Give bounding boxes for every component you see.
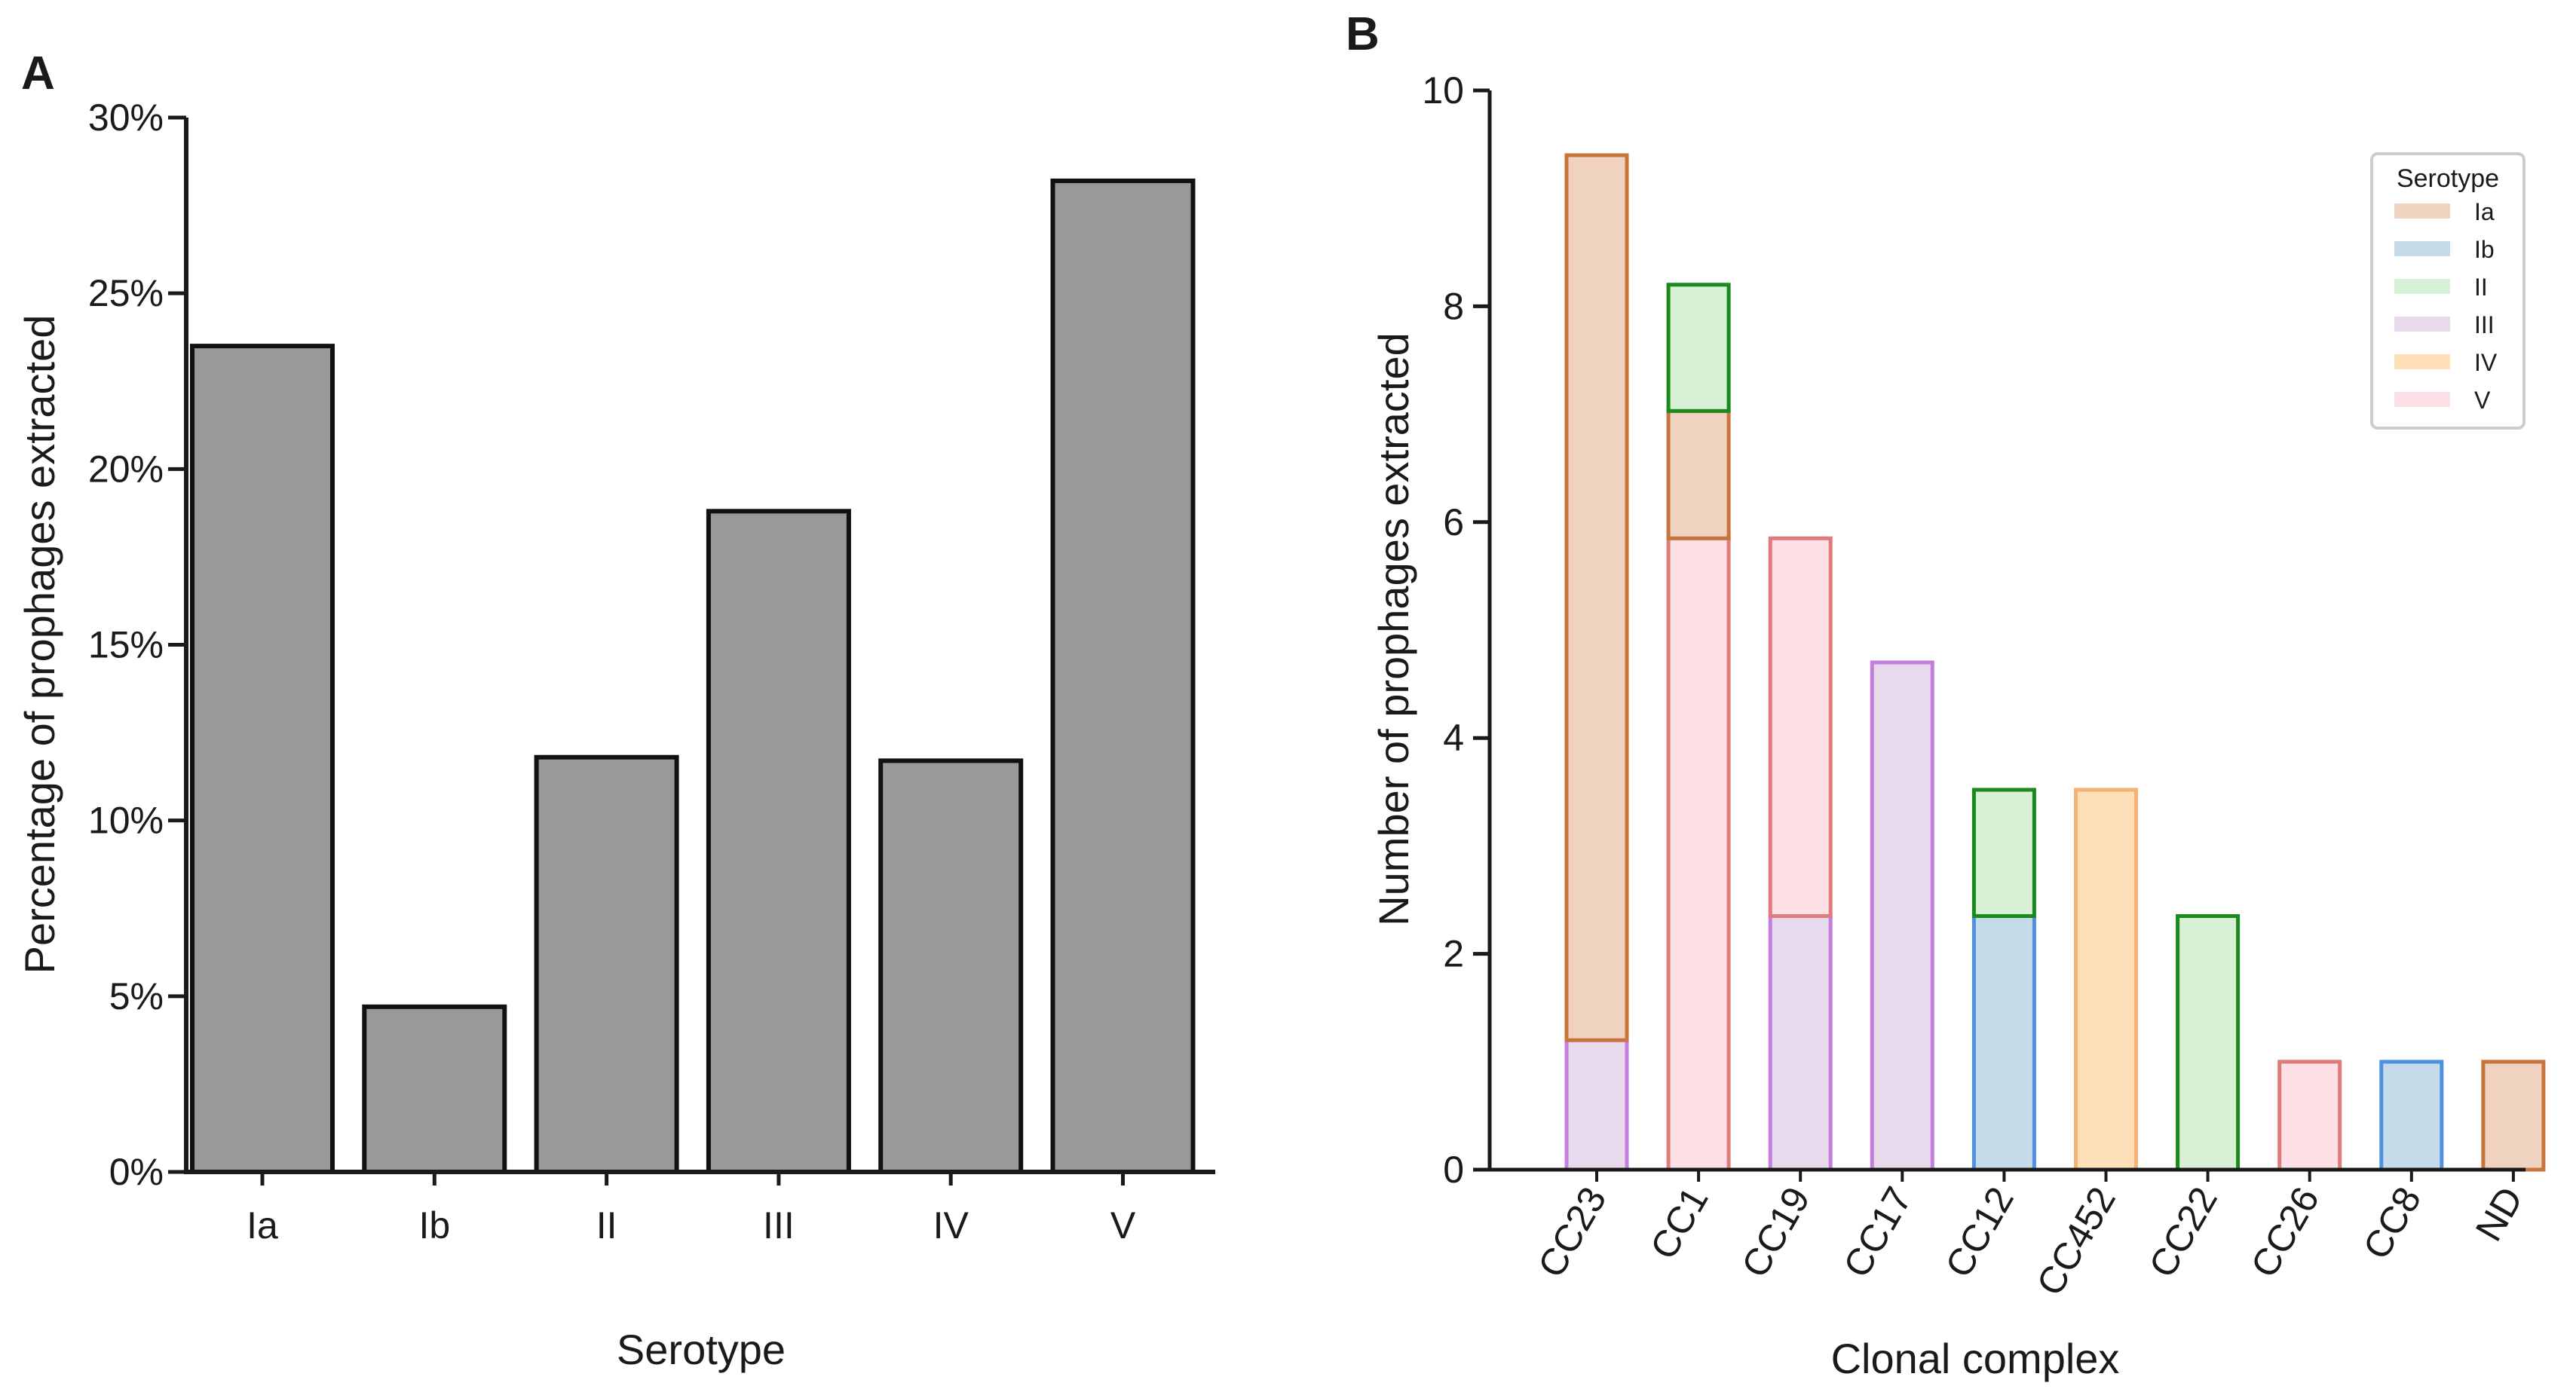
x-tick-label: ND (2467, 1180, 2532, 1249)
legend-label-Ib: Ib (2474, 236, 2495, 263)
panel-a-x-ticks: Ia Ib II III IV V (247, 1172, 1136, 1247)
x-tick-label: IV (933, 1204, 969, 1247)
bar-III (706, 509, 851, 1174)
legend-swatch-III (2394, 317, 2450, 332)
panel-a-bars (190, 178, 1196, 1175)
panel-a-y-axis-title: Percentage of prophages extracted (16, 315, 63, 974)
y-tick-label: 8 (1443, 285, 1464, 327)
x-tick-label: CC17 (1835, 1180, 1919, 1285)
panel-b-label: B (1346, 8, 1380, 60)
y-tick-label: 20% (88, 448, 164, 490)
bar-segment-CC19-V (1768, 536, 1833, 918)
y-tick-label: 6 (1443, 501, 1464, 543)
x-tick-label: CC8 (2355, 1180, 2430, 1267)
x-tick-label: V (1110, 1204, 1136, 1247)
bar-segment-CC452-IV (2074, 788, 2138, 1172)
x-tick-label: Ib (418, 1204, 450, 1247)
bar-IV (878, 758, 1024, 1174)
bar-segment-CC1-V (1666, 536, 1731, 1172)
y-tick-label: 25% (88, 272, 164, 314)
panel-a-x-axis-title: Serotype (617, 1326, 786, 1373)
legend-label-Ia: Ia (2474, 198, 2495, 225)
bar-Ib (362, 1004, 507, 1175)
panel-b-x-axis-title: Clonal complex (1831, 1335, 2120, 1382)
panel-b-bars (1564, 153, 2546, 1172)
bar-segment-CC19-III (1768, 913, 1833, 1172)
bar-segment-CC8-Ib (2379, 1060, 2444, 1172)
x-tick-label: CC12 (1937, 1180, 2022, 1285)
legend-swatch-IV (2394, 354, 2450, 369)
bar-segment-ND-Ia (2481, 1060, 2546, 1172)
bar-segment-CC23-Ia (1564, 153, 1629, 1042)
panel-b-y-axis-title: Number of prophages extracted (1370, 332, 1417, 926)
legend-swatch-Ia (2394, 203, 2450, 219)
x-tick-label: CC26 (2243, 1180, 2327, 1285)
x-tick-label: CC22 (2141, 1180, 2225, 1285)
y-tick-label: 10 (1422, 69, 1464, 112)
x-tick-label: II (596, 1204, 617, 1247)
legend-label-III: III (2474, 311, 2495, 338)
bar-segment-CC26-V (2277, 1060, 2342, 1172)
bar-V (1050, 178, 1196, 1175)
legend-label-IV: IV (2474, 349, 2498, 376)
x-tick-label: CC1 (1642, 1180, 1717, 1267)
panel-a: A 0%5%10%15%20%25%30% Ia Ib II III IV V Perce… (16, 47, 1215, 1373)
y-tick-label: 0% (109, 1151, 164, 1193)
x-tick-label: Ia (247, 1204, 278, 1247)
legend-label-V: V (2474, 387, 2491, 414)
bar-segment-CC23-III (1564, 1038, 1629, 1172)
y-tick-label: 2 (1443, 933, 1464, 975)
legend-label-II: II (2474, 274, 2488, 301)
legend-swatch-II (2394, 279, 2450, 294)
panel-a-y-ticks: 0% 5% 10% 15% 20% 25% 30% (88, 96, 186, 1193)
y-tick-label: 15% (88, 624, 164, 666)
y-tick-label: 10% (88, 800, 164, 842)
legend-swatch-Ib (2394, 241, 2450, 256)
bar-segment-CC12-II (1971, 788, 2036, 918)
y-tick-label: 30% (88, 96, 164, 139)
bar-Ia (190, 344, 335, 1174)
y-tick-label: 5% (109, 975, 164, 1017)
x-tick-label: CC452 (2029, 1180, 2124, 1303)
y-tick-label: 4 (1443, 717, 1464, 759)
legend-title: Serotype (2397, 164, 2499, 193)
x-tick-label: CC19 (1733, 1180, 1818, 1285)
panel-b-x-ticks: CC23 CC1 CC19 CC17 CC12 CC452 CC22 CC26 CC8 ND (1530, 1170, 2531, 1302)
x-tick-label: CC23 (1530, 1180, 1614, 1285)
panel-b-y-ticks: 0 2 4 6 8 10 (1422, 69, 1490, 1191)
bar-segment-CC12-Ib (1971, 913, 2036, 1172)
x-tick-label: III (763, 1204, 795, 1247)
y-tick-label: 0 (1443, 1149, 1464, 1191)
panel-a-label: A (21, 47, 55, 99)
bar-segment-CC22-II (2176, 913, 2241, 1172)
bar-II (534, 754, 679, 1174)
legend-swatch-V (2394, 392, 2450, 407)
bar-segment-CC17-III (1870, 660, 1934, 1172)
bar-segment-CC1-II (1666, 283, 1731, 413)
bar-segment-CC1-Ia (1666, 408, 1731, 540)
